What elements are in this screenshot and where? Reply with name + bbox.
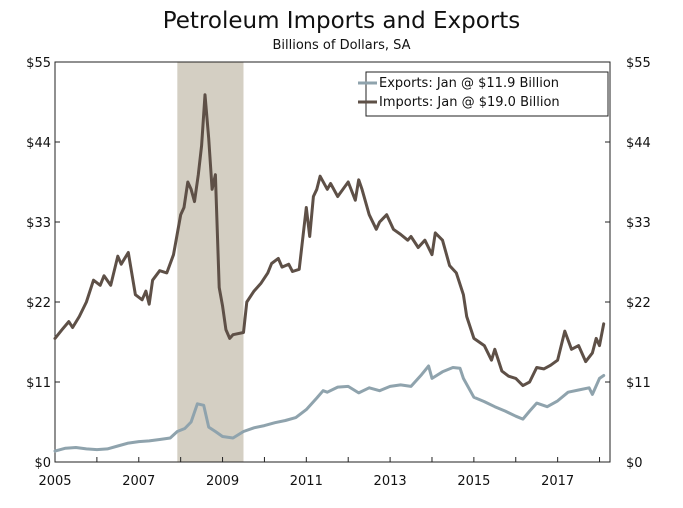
x-tick-label: 2017 bbox=[541, 474, 574, 489]
y-tick-label-right: $0 bbox=[626, 456, 643, 471]
recession-shading bbox=[177, 62, 244, 462]
x-tick-label: 2015 bbox=[457, 474, 490, 489]
imports-line bbox=[53, 93, 606, 388]
legend-label-imports: Imports: Jan @ $19.0 Billion bbox=[379, 95, 560, 110]
exports-line bbox=[53, 364, 606, 453]
chart-subtitle: Billions of Dollars, SA bbox=[272, 38, 411, 53]
chart-title: Petroleum Imports and Exports bbox=[162, 8, 521, 34]
legend: Exports: Jan @ $11.9 Billion Imports: Ja… bbox=[358, 71, 609, 117]
y-tick-label-left: $33 bbox=[26, 216, 51, 231]
y-tick-label-left: $11 bbox=[26, 376, 51, 391]
y-tick-label-right: $11 bbox=[626, 376, 651, 391]
y-tick-label-left: $22 bbox=[26, 296, 51, 311]
legend-label-exports: Exports: Jan @ $11.9 Billion bbox=[379, 76, 559, 91]
series-layer bbox=[53, 93, 606, 453]
x-tick-label: 2013 bbox=[374, 474, 407, 489]
y-tick-label-right: $44 bbox=[626, 136, 651, 151]
y-tick-label-left: $44 bbox=[26, 136, 51, 151]
y-tick-label-right: $22 bbox=[626, 296, 651, 311]
recession-shading-layer bbox=[177, 62, 244, 462]
x-tick-label: 2009 bbox=[206, 474, 239, 489]
y-tick-label-right: $33 bbox=[626, 216, 651, 231]
y-tick-label-left: $0 bbox=[34, 456, 51, 471]
x-tick-label: 2011 bbox=[290, 474, 323, 489]
axes-layer: $0 $0 $11 $11 $22 $22 $33 $33 $44 $44 $55 $55 2005 20… bbox=[26, 56, 651, 489]
plot-frame bbox=[54, 61, 611, 463]
x-tick-label: 2005 bbox=[38, 474, 71, 489]
y-tick-label-right: $55 bbox=[626, 56, 651, 71]
y-tick-label-left: $55 bbox=[26, 56, 51, 71]
legend-box bbox=[365, 71, 609, 117]
x-tick-label: 2007 bbox=[122, 474, 155, 489]
